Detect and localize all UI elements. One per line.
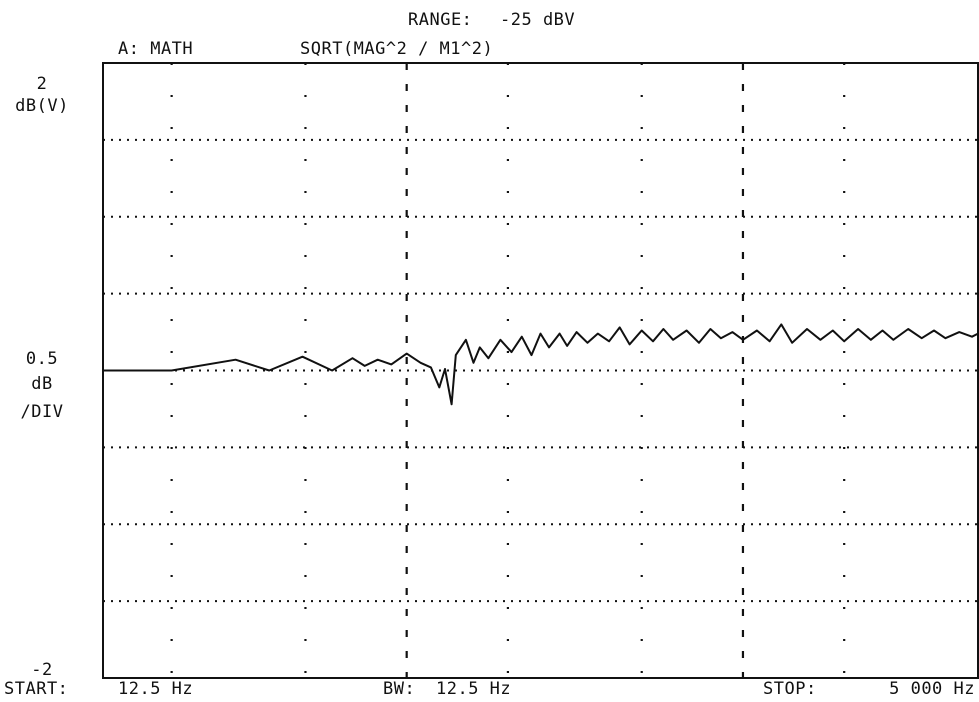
y-top-value: 2 [36,74,48,94]
trace-line [103,323,979,406]
start-label: START: [4,679,69,699]
range-value: -25 dBV [500,10,576,30]
bw-label: BW: [383,679,416,699]
stop-label: STOP: [763,679,817,699]
plot-grid [103,63,978,678]
stop-value: 5 000 Hz [889,679,975,699]
start-value: 12.5 Hz [118,679,194,699]
trace-group [103,323,979,406]
plot-frame [102,62,979,679]
range-label: RANGE: [408,10,473,30]
y-scale-per: /DIV [20,402,64,422]
y-top-unit: dB(V) [15,96,69,116]
y-bottom-value: -2 [31,660,53,680]
bw-value: 12.5 Hz [436,679,512,699]
trace-label: A: MATH [118,39,194,59]
y-scale-value: 0.5 [25,349,59,369]
math-formula: SQRT(MAG^2 / M1^2) [300,39,494,59]
y-scale-unit: dB [31,374,53,394]
